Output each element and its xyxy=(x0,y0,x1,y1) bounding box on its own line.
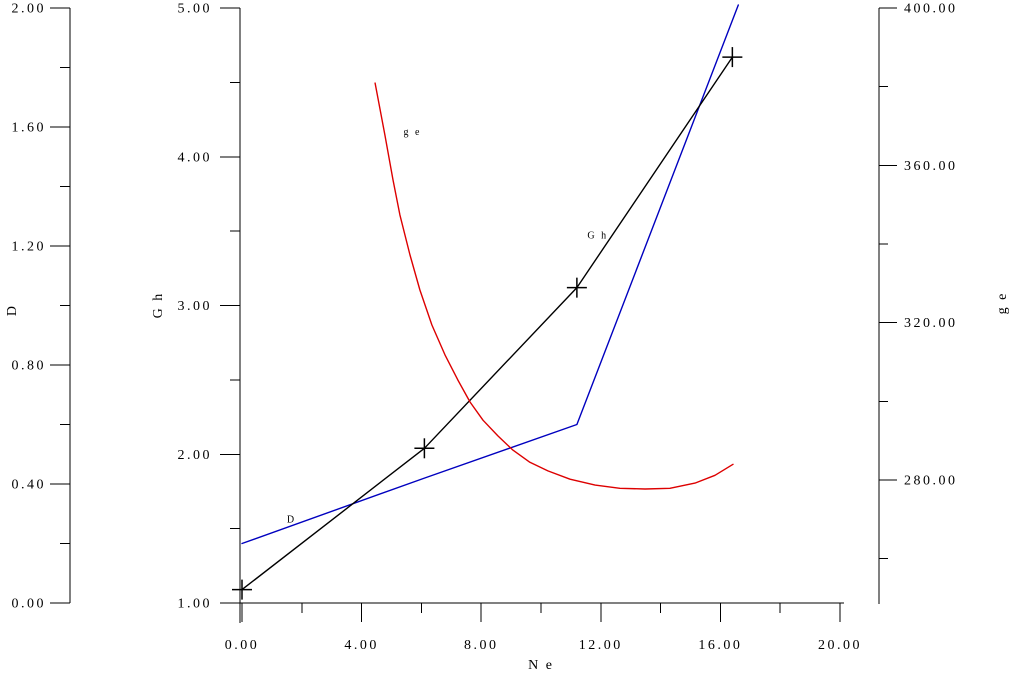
curve-label-ge: g e xyxy=(403,127,421,138)
x-tick-label: 20.00 xyxy=(818,638,862,653)
x-axis-title: N e xyxy=(528,658,554,673)
D-tick-label: 2.00 xyxy=(12,2,47,17)
Gh-tick-label: 4.00 xyxy=(178,150,213,165)
x-tick-label: 8.00 xyxy=(464,638,499,653)
curve-label-gh: G h xyxy=(587,231,608,242)
x-tick-label: 16.00 xyxy=(698,638,742,653)
Gh-tick-label: 2.00 xyxy=(178,448,213,463)
x-tick-label: 12.00 xyxy=(579,638,623,653)
x-tick-label: 4.00 xyxy=(344,638,379,653)
Gh-tick-label: 3.00 xyxy=(178,299,213,314)
Gh-tick-label: 1.00 xyxy=(178,597,213,612)
D-tick-label: 0.80 xyxy=(12,359,47,374)
ge-axis-title: g e xyxy=(995,292,1010,315)
ge-tick-label: 320.00 xyxy=(904,316,958,331)
D-tick-label: 1.20 xyxy=(12,240,47,255)
ge-tick-label: 280.00 xyxy=(904,473,958,488)
x-tick-label: 0.00 xyxy=(225,638,260,653)
series-gh-line xyxy=(241,56,734,591)
ge-tick-label: 360.00 xyxy=(904,159,958,174)
D-tick-label: 0.40 xyxy=(12,478,47,493)
ge-tick-label: 400.00 xyxy=(904,2,958,17)
curve-label-d: D xyxy=(287,515,296,526)
series-d-line xyxy=(241,4,739,545)
D-tick-label: 0.00 xyxy=(12,597,47,612)
D-axis-title: D xyxy=(5,304,20,316)
D-tick-label: 1.60 xyxy=(12,121,47,136)
Gh-axis-title: G h xyxy=(151,292,166,319)
Gh-tick-label: 5.00 xyxy=(178,2,213,17)
series-ge-line xyxy=(374,82,734,490)
